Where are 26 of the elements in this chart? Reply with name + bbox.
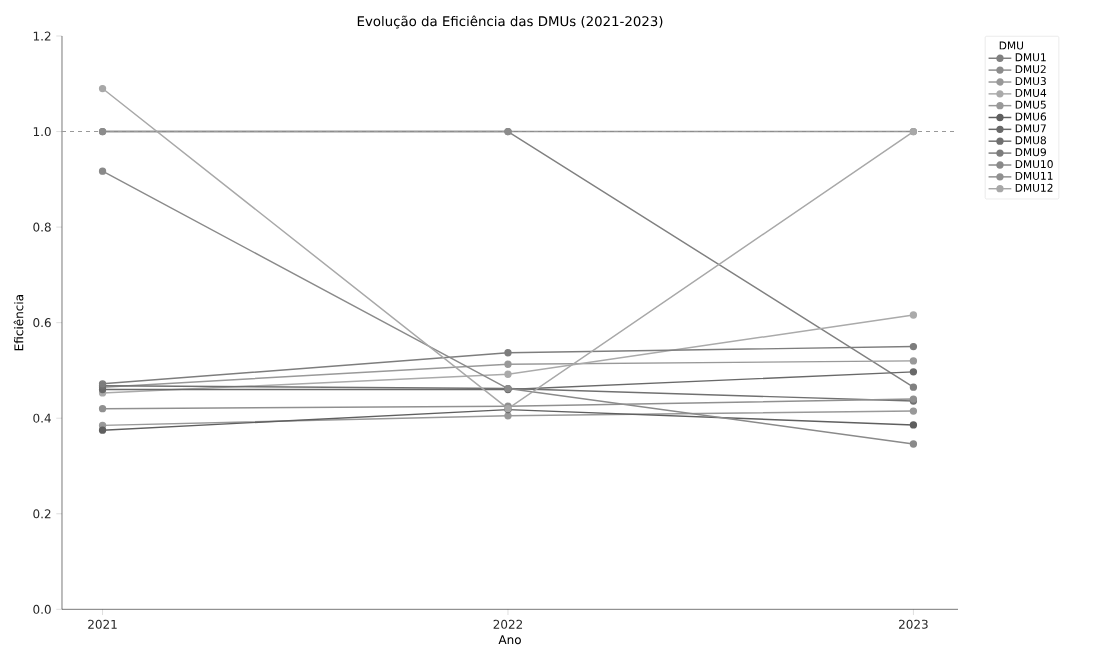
- legend-label: DMU11: [1015, 171, 1053, 180]
- x-tick-label: 2023: [899, 619, 928, 629]
- legend-label: DMU2: [1015, 64, 1046, 74]
- y-axis-title: Eficiência: [13, 294, 24, 351]
- legend-label: DMU5: [1015, 100, 1046, 109]
- legend-label: DMU3: [1015, 76, 1046, 85]
- y-tick-label: 0.6: [33, 317, 51, 328]
- x-tick-label: 2021: [88, 619, 117, 629]
- y-tick-label: 0.0: [33, 604, 51, 614]
- y-tick-label: 0.2: [33, 509, 51, 519]
- legend-label: DMU7: [1015, 124, 1046, 133]
- y-tick-label: 1.0: [33, 126, 51, 136]
- legend-label: DMU1: [1015, 53, 1046, 62]
- y-tick-label: 0.8: [33, 222, 51, 232]
- legend-label: DMU9: [1015, 147, 1046, 157]
- legend-label: DMU8: [1015, 136, 1047, 145]
- y-tick-label: 1.2: [33, 31, 51, 41]
- chart-title: Evolução da Eficiência das DMUs (2021-2023): [357, 15, 663, 29]
- x-tick-label: 2022: [493, 619, 523, 629]
- legend-label: DMU6: [1015, 112, 1047, 121]
- legend-label: DMU10: [1015, 159, 1053, 168]
- legend-label: DMU12: [1015, 183, 1053, 192]
- y-tick-label: 0.4: [33, 413, 51, 423]
- legend-label: DMU4: [1015, 88, 1047, 97]
- x-axis-title: Ano: [498, 635, 521, 645]
- legend-title: DMU: [999, 41, 1024, 50]
